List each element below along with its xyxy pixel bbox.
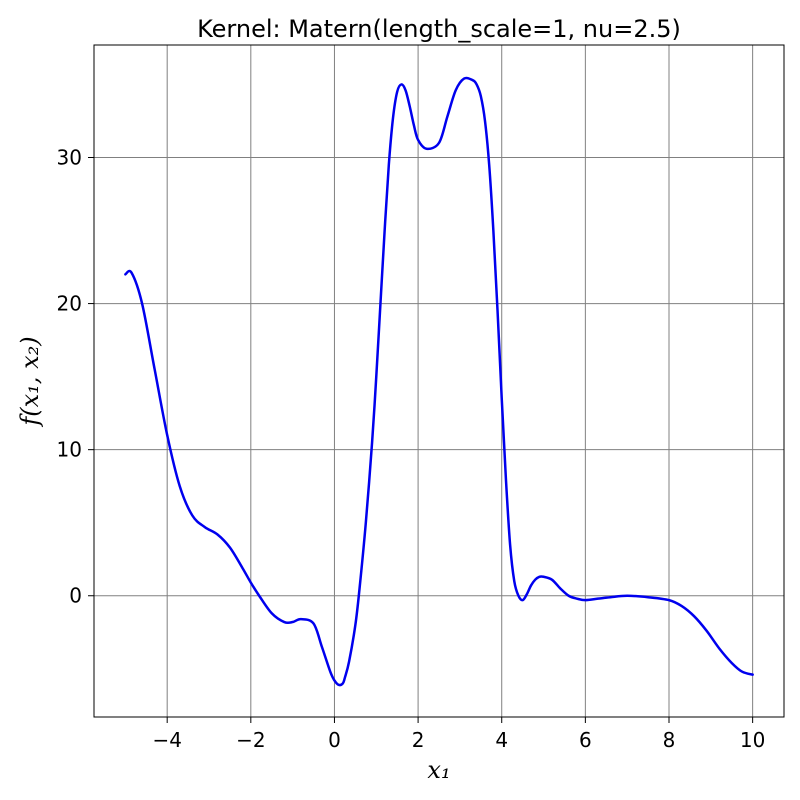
y-tick-label: 30: [57, 145, 82, 169]
x-tick-label: 4: [495, 728, 508, 752]
x-tick-label: 2: [412, 728, 425, 752]
y-tick-label: 20: [57, 292, 82, 316]
y-tick-label: 10: [57, 438, 82, 462]
series-line: [124, 76, 754, 687]
x-tick-label: −2: [236, 728, 265, 752]
x-tick-label: 10: [740, 728, 765, 752]
chart-title: Kernel: Matern(length_scale=1, nu=2.5): [197, 15, 681, 43]
x-tick-label: 6: [579, 728, 592, 752]
x-tick-label: −4: [152, 728, 181, 752]
grid-lines: [94, 45, 784, 717]
plot-frame: [93, 44, 785, 718]
series-layer: [124, 76, 754, 687]
x-tick-label: 8: [663, 728, 676, 752]
x-axis-label: x₁: [427, 756, 450, 784]
axis-ticks: −4 −2 0 2 4 6 8 10 0 10 20 30: [57, 145, 766, 752]
x-tick-label: 0: [328, 728, 341, 752]
y-tick-label: 0: [69, 584, 82, 608]
y-axis-label: f(x₁, x₂): [16, 336, 44, 427]
